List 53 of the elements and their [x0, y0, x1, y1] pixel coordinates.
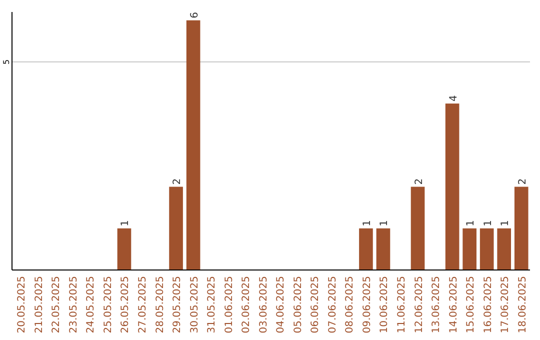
data-label: 6 [189, 12, 200, 18]
x-tick-label: 05.06.2025 [292, 276, 304, 334]
x-tick-label: 02.06.2025 [241, 276, 252, 334]
bar [359, 228, 373, 270]
x-tick-label: 01.06.2025 [224, 276, 235, 334]
x-tick-label: 24.05.2025 [86, 276, 97, 334]
x-tick-label: 11.06.2025 [396, 276, 408, 334]
x-tick-label: 10.06.2025 [379, 276, 390, 334]
x-tick-label: 08.06.2025 [344, 276, 356, 334]
bar [169, 186, 183, 270]
data-label: 1 [362, 220, 373, 226]
bar [514, 186, 528, 270]
bar [497, 228, 512, 270]
bar [445, 104, 460, 270]
bar [376, 228, 390, 270]
x-tick-label: 20.05.2025 [16, 276, 28, 334]
x-tick-label: 16.06.2025 [482, 276, 494, 334]
x-tick-label: 21.05.2025 [34, 276, 45, 334]
x-tick-label: 18.06.2025 [517, 276, 528, 334]
bar [410, 186, 425, 270]
x-tick-label: 17.06.2025 [500, 276, 512, 334]
x-tick-label: 09.06.2025 [362, 276, 373, 334]
x-tick-label: 29.05.2025 [172, 276, 184, 334]
y-tick-label: 5 [2, 59, 11, 64]
x-tick-label: 28.05.2025 [154, 276, 166, 334]
data-label: 4 [448, 95, 460, 102]
x-tick-label: 31.05.2025 [206, 276, 218, 334]
x-tick-label: 30.05.2025 [189, 276, 200, 334]
data-label: 2 [172, 178, 184, 185]
data-label: 2 [414, 178, 425, 185]
bar [186, 20, 200, 270]
x-tick-label: 07.06.2025 [327, 276, 338, 334]
x-tick-label: 13.06.2025 [431, 276, 442, 334]
x-tick-label: 04.06.2025 [276, 276, 287, 334]
x-tick-label: 23.05.2025 [68, 276, 80, 334]
bar [117, 228, 132, 270]
x-tick-label: 06.06.2025 [310, 276, 322, 334]
x-tick-label: 03.06.2025 [258, 276, 270, 334]
bar [480, 228, 494, 270]
x-tick-label: 22.05.2025 [51, 276, 62, 334]
data-label: 1 [120, 220, 132, 226]
data-label: 1 [500, 220, 512, 226]
x-tick-label: 26.05.2025 [120, 276, 132, 334]
data-label: 1 [466, 220, 477, 226]
x-tick-label: 25.05.2025 [102, 276, 114, 334]
x-tick-label: 12.06.2025 [414, 276, 425, 334]
x-tick-label: 15.06.2025 [466, 276, 477, 334]
bar [462, 228, 476, 270]
data-label: 1 [379, 220, 390, 226]
x-tick-label: 14.06.2025 [448, 276, 460, 334]
data-label: 2 [517, 178, 528, 185]
data-label: 1 [482, 220, 494, 226]
x-tick-label: 27.05.2025 [138, 276, 148, 334]
